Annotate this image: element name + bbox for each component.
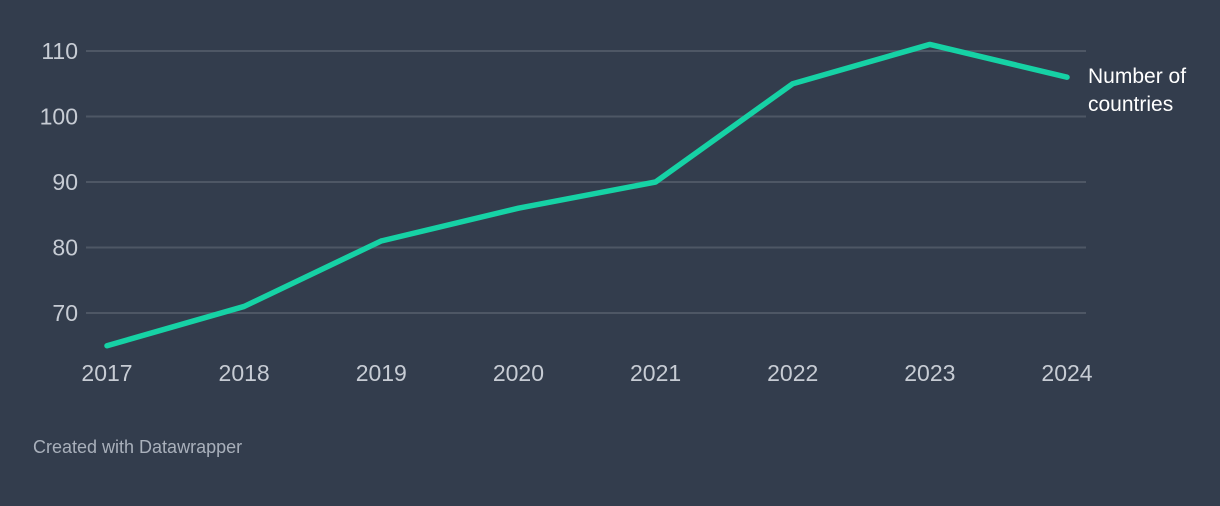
y-axis-tick-label: 70 <box>52 300 78 326</box>
x-axis-tick-label: 2020 <box>493 360 544 386</box>
y-axis-tick-label: 90 <box>52 169 78 195</box>
datawrapper-credit: Created with Datawrapper <box>33 437 243 457</box>
y-axis-tick-label: 110 <box>41 38 78 64</box>
x-axis-tick-label: 2017 <box>81 360 132 386</box>
y-axis-tick-label: 100 <box>40 104 78 130</box>
series-direct-label: Number of countries <box>1088 65 1187 116</box>
x-axis-tick-label: 2019 <box>356 360 407 386</box>
series-line <box>104 41 1070 349</box>
y-axis-tick-label: 80 <box>52 235 78 261</box>
x-axis-tick-label: 2022 <box>767 360 818 386</box>
x-axis-tick-label: 2024 <box>1041 360 1092 386</box>
x-axis-tick-label: 2021 <box>630 360 681 386</box>
x-axis-tick-label: 2023 <box>904 360 955 386</box>
x-axis-tick-label: 2018 <box>219 360 270 386</box>
